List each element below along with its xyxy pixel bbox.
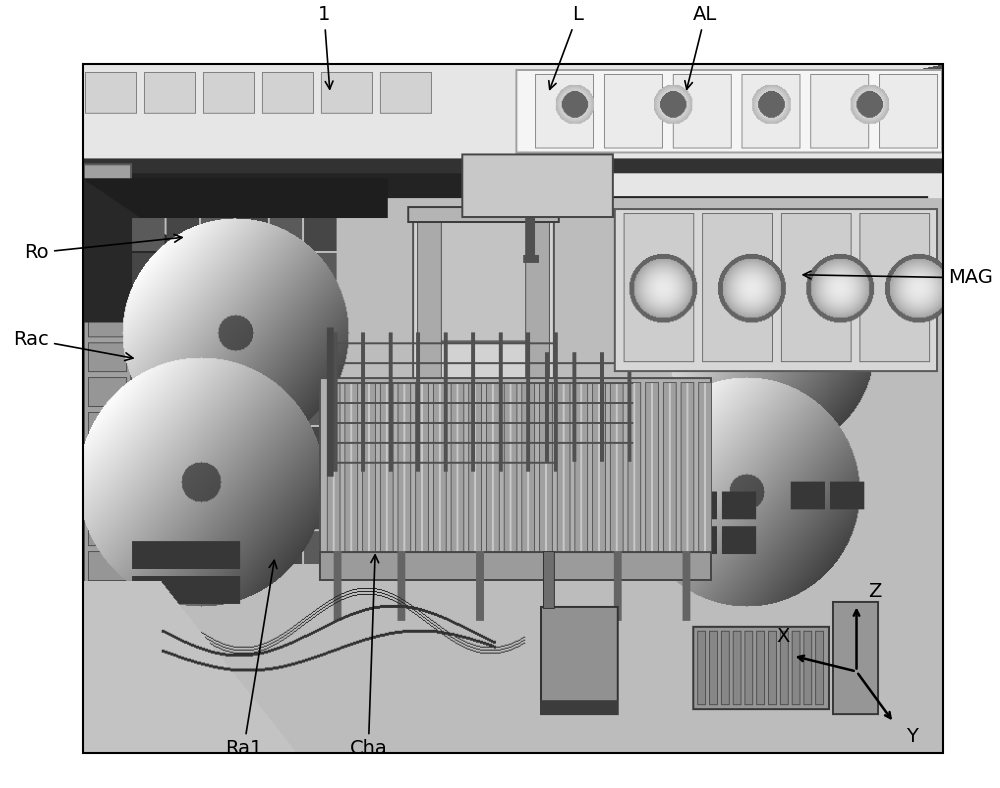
Text: Cha: Cha	[349, 555, 387, 758]
Text: X: X	[776, 627, 790, 646]
Text: Y: Y	[906, 727, 918, 745]
Text: Ra1: Ra1	[225, 560, 277, 758]
Text: MAG: MAG	[803, 269, 993, 288]
Bar	[83, 64, 943, 753]
Text: Z: Z	[868, 582, 882, 600]
Text: 1: 1	[318, 6, 333, 89]
Text: Ro: Ro	[24, 234, 182, 262]
Text: L: L	[549, 6, 583, 89]
Text: Rac: Rac	[13, 330, 133, 361]
Text: AL: AL	[685, 6, 717, 89]
